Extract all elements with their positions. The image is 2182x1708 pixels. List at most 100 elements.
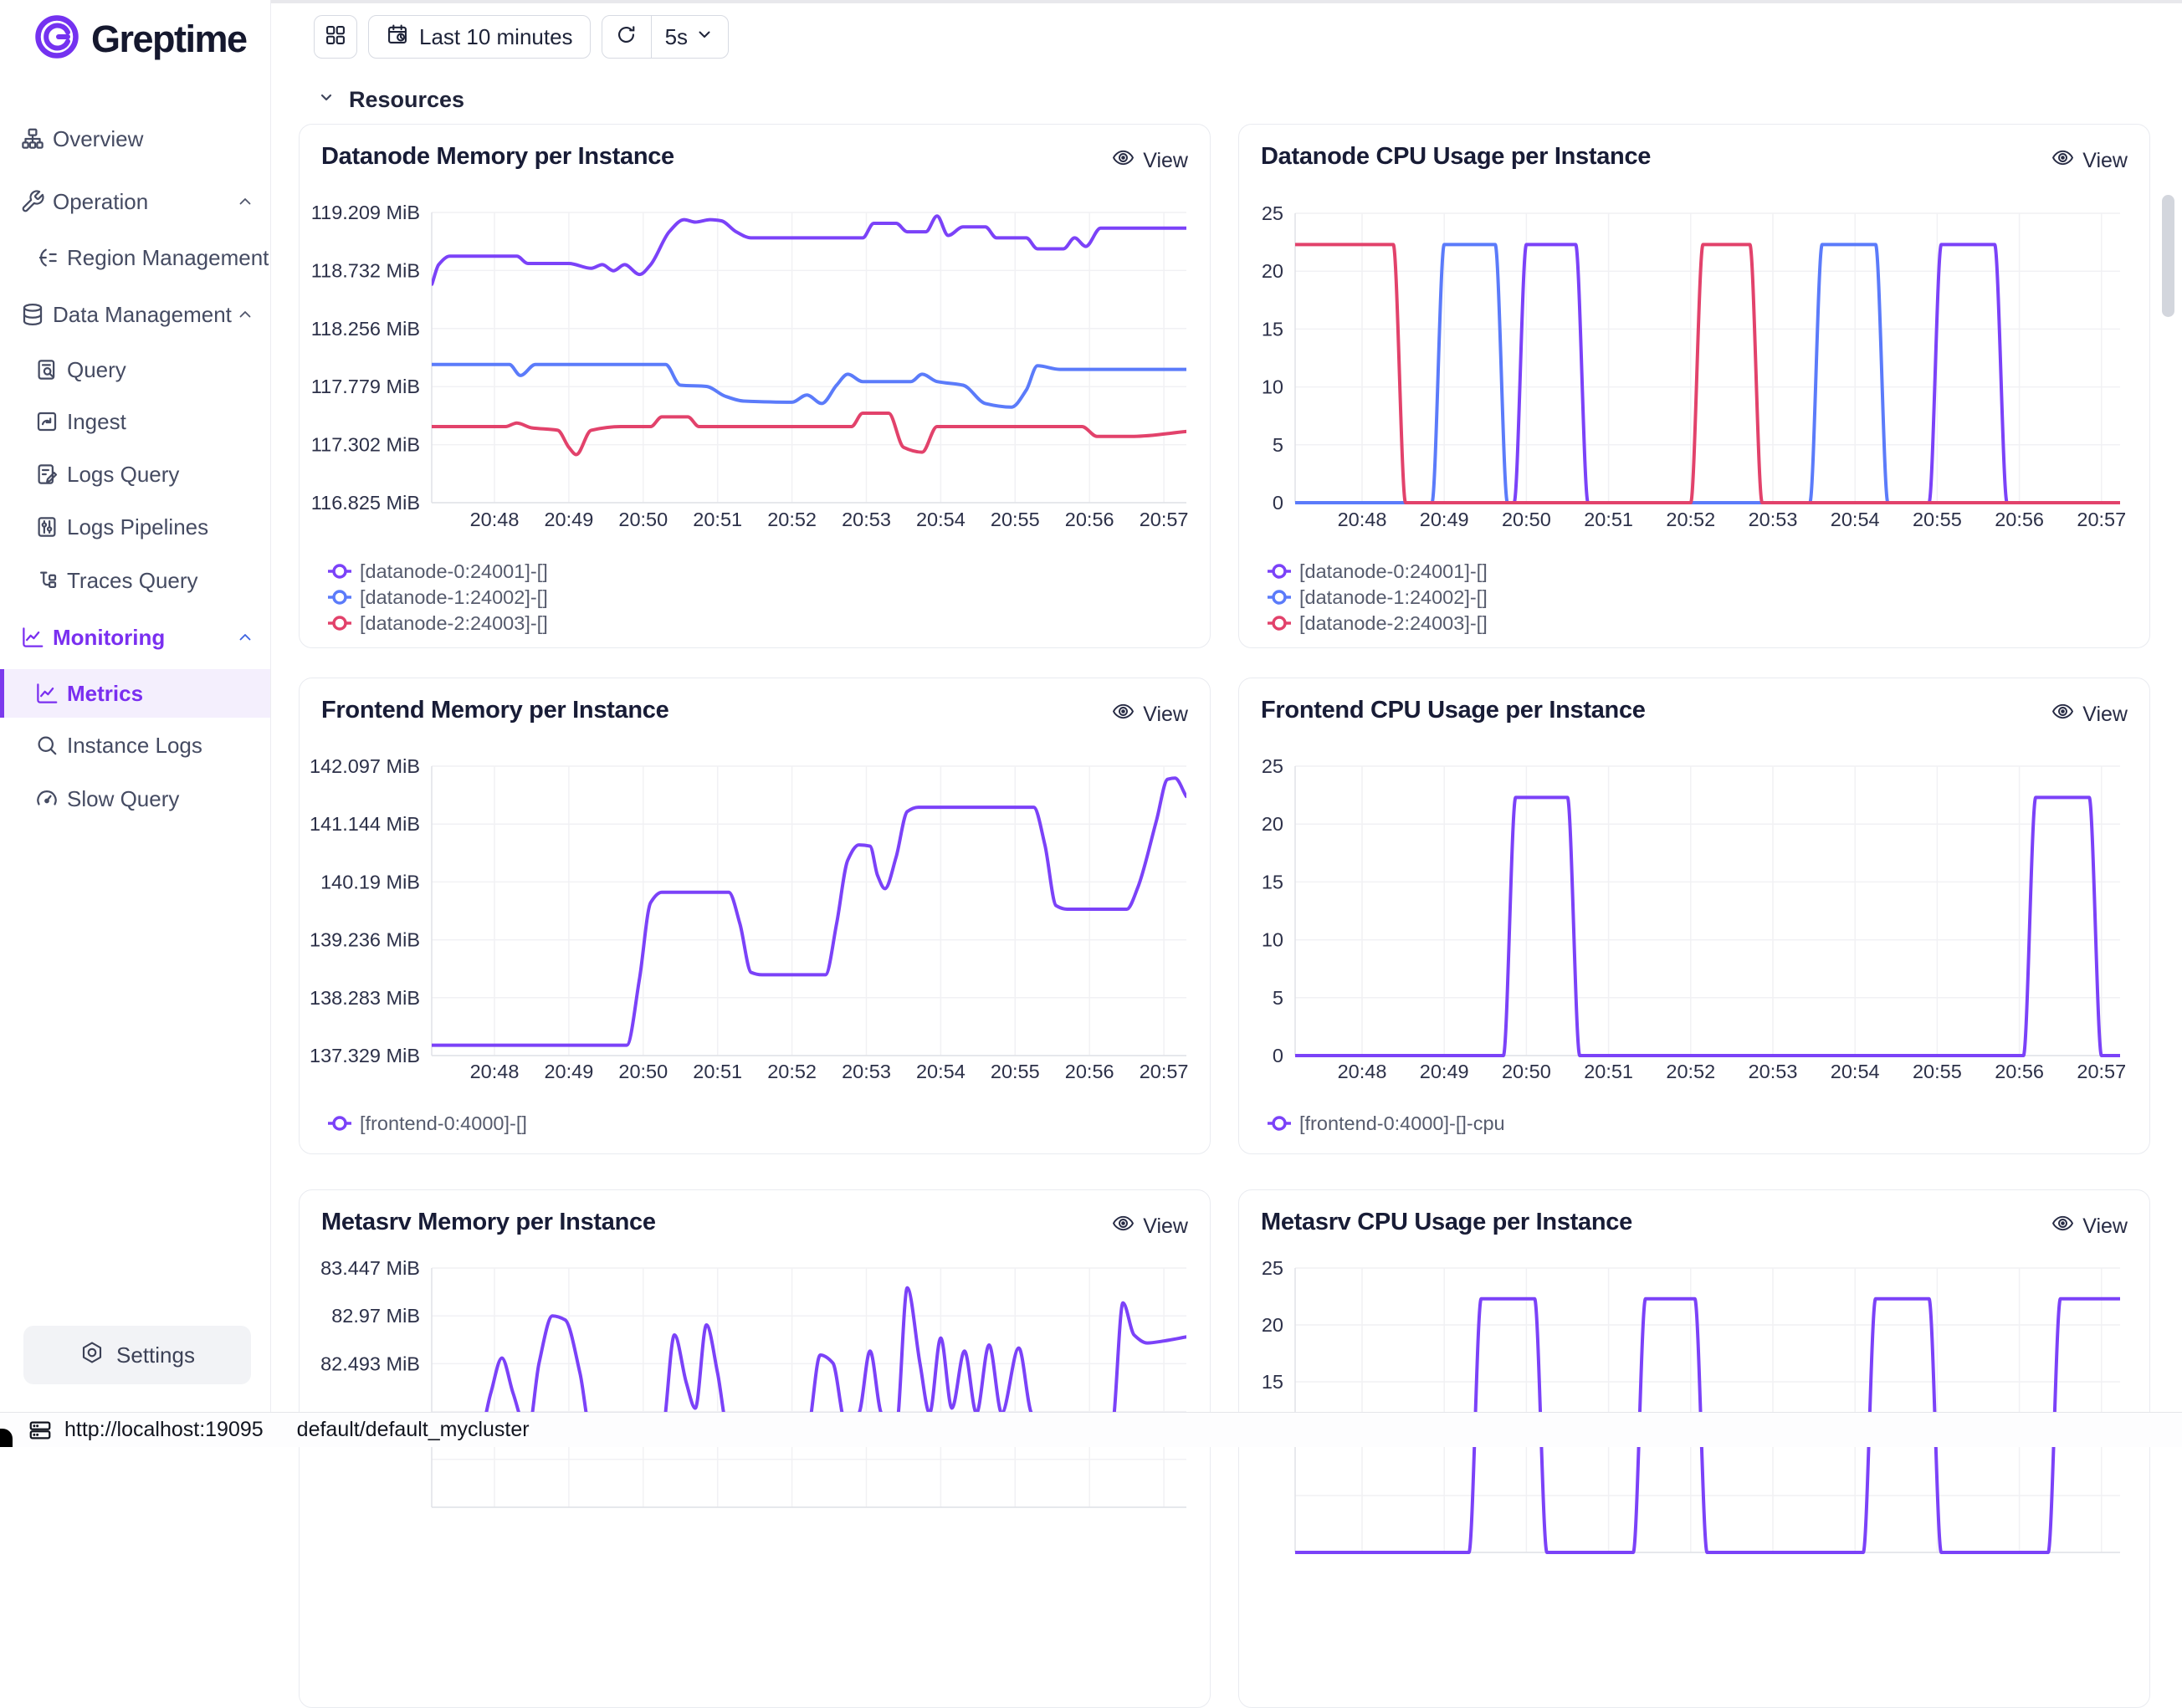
eye-icon: [1112, 700, 1135, 729]
view-button[interactable]: View: [1112, 146, 1188, 175]
sidebar-item-overview[interactable]: Overview: [0, 118, 270, 160]
x-axis-tick: 20:49: [1420, 1061, 1469, 1082]
settings-button[interactable]: Settings: [23, 1326, 251, 1384]
x-axis-tick: 20:48: [1338, 1061, 1387, 1082]
sidebar-item-label: Traces Query: [67, 567, 198, 593]
metrics-icon: [33, 680, 60, 707]
view-button[interactable]: View: [1112, 1212, 1188, 1240]
y-axis-tick: 117.302 MiB: [311, 434, 420, 456]
chart-canvas-datanode-memory[interactable]: 119.209 MiB 118.732 MiB 118.256 MiB 117.779…: [300, 125, 1211, 648]
chevron-up-icon[interactable]: [235, 304, 255, 325]
legend-item[interactable]: [datanode-1:24002]-[]: [1268, 586, 1488, 608]
gear-icon: [79, 1340, 105, 1371]
legend-item[interactable]: [datanode-2:24003]-[]: [1268, 612, 1488, 634]
chart-canvas-metasrv-cpu[interactable]: 25 20 15: [1239, 1190, 2150, 1708]
x-axis-tick: 20:51: [1584, 509, 1633, 530]
sidebar-item-instance-logs[interactable]: Instance Logs: [0, 724, 270, 766]
refresh-control: 5s: [601, 15, 730, 59]
legend-label: [datanode-0:24001]-[]: [360, 560, 548, 582]
view-button[interactable]: View: [2051, 146, 2128, 175]
sidebar-item-query[interactable]: Query: [0, 349, 270, 391]
resources-section-toggle[interactable]: Resources: [316, 87, 464, 113]
sidebar-item-slow-query[interactable]: Slow Query: [0, 778, 270, 820]
chart-canvas-metasrv-memory[interactable]: 83.447 MiB 82.97 MiB 82.493 MiB: [300, 1190, 1211, 1708]
legend-label: [datanode-2:24003]-[]: [1299, 612, 1488, 634]
sidebar-item-region-management[interactable]: Region Management: [0, 237, 270, 279]
region-management-icon: [33, 244, 60, 271]
sidebar-item-label: Overview: [53, 125, 144, 151]
y-axis-tick: 139.236 MiB: [310, 929, 420, 951]
sidebar-item-traces-query[interactable]: Traces Query: [0, 560, 270, 601]
y-axis-tick: 0: [1273, 1045, 1283, 1066]
sidebar-item-logs-query[interactable]: Logs Query: [0, 453, 270, 495]
x-axis-tick: 20:54: [916, 509, 966, 530]
chevron-up-icon[interactable]: [235, 192, 255, 212]
sidebar-item-monitoring[interactable]: Monitoring: [0, 616, 270, 658]
series-lines: [432, 214, 1186, 457]
sidebar-item-operation[interactable]: Operation: [0, 181, 270, 222]
sidebar-item-data-management[interactable]: Data Management: [0, 294, 270, 335]
sidebar-item-logs-pipelines[interactable]: Logs Pipelines: [0, 506, 270, 548]
legend-item[interactable]: [frontend-0:4000]-[]: [328, 1112, 527, 1134]
y-axis-tick: 15: [1262, 318, 1283, 340]
time-range-button[interactable]: Last 10 minutes: [368, 15, 591, 59]
legend-item[interactable]: [frontend-0:4000]-[]-cpu: [1268, 1112, 1505, 1134]
eye-icon: [2051, 146, 2074, 175]
eye-icon: [1112, 1212, 1135, 1240]
cluster-name[interactable]: default/default_mycluster: [296, 1418, 530, 1441]
y-axis-tick: 118.256 MiB: [311, 318, 420, 340]
sidebar-item-label: Monitoring: [53, 624, 166, 650]
view-button[interactable]: View: [1112, 700, 1188, 729]
sidebar: Greptime Overview Operation Region Managem…: [0, 0, 271, 1447]
connection-url[interactable]: http://localhost:19095: [64, 1418, 264, 1441]
x-axis-tick: 20:50: [1502, 509, 1551, 530]
legend-item[interactable]: [datanode-2:24003]-[]: [328, 612, 548, 634]
brand-logo[interactable]: Greptime: [33, 13, 248, 64]
layout-grid-button[interactable]: [314, 15, 357, 59]
refresh-interval-value: 5s: [664, 23, 689, 49]
sidebar-item-label: Logs Query: [67, 461, 180, 487]
refresh-button[interactable]: [602, 16, 652, 58]
refresh-interval-dropdown[interactable]: 5s: [652, 16, 728, 58]
y-axis-tick: 10: [1262, 376, 1283, 398]
chevron-up-icon[interactable]: [235, 627, 255, 647]
view-button[interactable]: View: [2051, 700, 2128, 729]
brand-name: Greptime: [91, 17, 248, 60]
sidebar-item-metrics[interactable]: Metrics: [0, 669, 270, 718]
overview-icon: [19, 125, 46, 152]
view-label: View: [2082, 1214, 2128, 1238]
eye-icon: [2051, 700, 2074, 729]
legend-item[interactable]: [datanode-0:24001]-[]: [1268, 560, 1488, 582]
y-axis-tick: 140.19 MiB: [320, 871, 420, 892]
legend-item[interactable]: [datanode-0:24001]-[]: [328, 560, 548, 582]
series-lines: [1295, 243, 2120, 505]
chart-canvas-frontend-cpu[interactable]: 25 20 15 10 5 0 20:48 20:49 20:50 20:51 20:52 20:53…: [1239, 678, 2150, 1154]
sidebar-item-label: Instance Logs: [67, 732, 202, 758]
sidebar-item-ingest[interactable]: Ingest: [0, 401, 270, 442]
chart-canvas-frontend-memory[interactable]: 142.097 MiB 141.144 MiB 140.19 MiB 139.236 …: [300, 678, 1211, 1154]
slow-query-icon: [33, 785, 60, 812]
y-axis-tick: 118.732 MiB: [311, 259, 420, 281]
series-lines: [1295, 795, 2120, 1057]
chart-canvas-datanode-cpu[interactable]: 25 20 15 10 5 0 20:48 20:49 20:50 20:51 20:52 20:53…: [1239, 125, 2150, 648]
x-axis-tick: 20:54: [1831, 1061, 1880, 1082]
calendar-clock-icon: [386, 23, 409, 52]
ingest-icon: [33, 408, 60, 435]
monitoring-icon: [19, 624, 46, 651]
x-axis-tick: 20:49: [544, 1061, 593, 1082]
x-axis-tick: 20:48: [1338, 509, 1387, 530]
y-axis-tick: 10: [1262, 929, 1283, 951]
chart-title: Frontend Memory per Instance: [321, 697, 669, 724]
view-button[interactable]: View: [2051, 1212, 2128, 1240]
legend-item[interactable]: [datanode-1:24002]-[]: [328, 586, 548, 608]
x-axis-tick: 20:55: [1913, 1061, 1962, 1082]
x-axis-tick: 20:53: [1749, 509, 1798, 530]
x-axis-tick: 20:56: [1065, 1061, 1114, 1082]
vertical-scrollbar[interactable]: [2162, 195, 2174, 317]
view-label: View: [2082, 702, 2128, 726]
x-axis-tick: 20:57: [2077, 1061, 2126, 1082]
x-axis-tick: 20:48: [470, 509, 520, 530]
operation-icon: [19, 188, 46, 215]
x-axis-tick: 20:54: [1831, 509, 1880, 530]
y-axis-tick: 0: [1273, 492, 1283, 514]
